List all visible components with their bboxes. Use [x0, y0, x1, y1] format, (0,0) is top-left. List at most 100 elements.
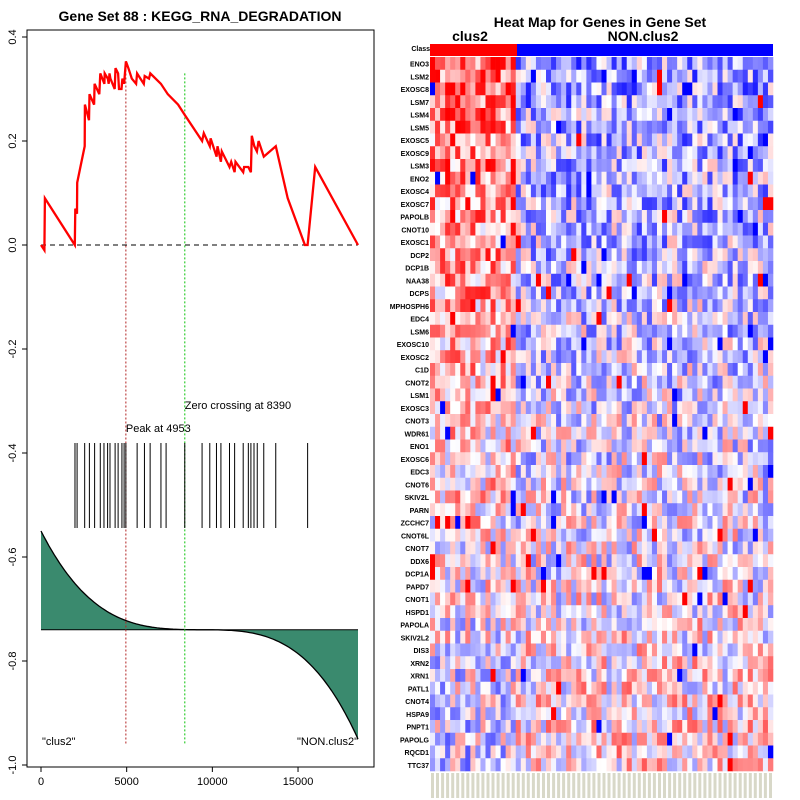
heatmap-cell: [752, 108, 759, 122]
heatmap-cell: [727, 477, 733, 491]
heatmap-cell: [702, 758, 708, 772]
heatmap-cell: [566, 401, 572, 415]
heatmap-cell: [535, 171, 542, 185]
heatmap-cell: [727, 490, 733, 504]
heatmap-cell: [667, 210, 673, 224]
heatmap-cell: [722, 210, 728, 224]
heatmap-cell: [500, 426, 506, 440]
heatmap-cell: [485, 324, 491, 338]
heatmap-cell: [722, 286, 728, 300]
heatmap-cell: [505, 184, 511, 198]
heatmap-cell: [712, 171, 718, 185]
heatmap-cell: [762, 57, 769, 71]
heatmap-cell: [475, 503, 481, 517]
heatmap-cell: [435, 133, 441, 147]
heatmap-cell: [510, 388, 517, 402]
heatmap-cell: [636, 605, 643, 619]
heatmap-cell: [651, 401, 658, 415]
heatmap-cell: [561, 69, 567, 83]
heatmap-cell: [435, 375, 441, 389]
heatmap-cell: [621, 426, 628, 440]
heatmap-cell: [450, 401, 456, 415]
heatmap-cell: [672, 312, 678, 326]
heatmap-cell: [737, 516, 744, 530]
heatmap-cell: [712, 669, 718, 683]
heatmap-cell: [540, 554, 547, 568]
heatmap-cell: [727, 426, 733, 440]
heatmap-cell: [530, 261, 537, 275]
heatmap-cell: [697, 669, 703, 683]
heatmap-cell: [651, 324, 658, 338]
heatmap-cell: [475, 618, 481, 632]
heatmap-cell: [455, 694, 461, 708]
heatmap-cell: [586, 516, 592, 530]
gene-label: LSM1: [410, 393, 429, 400]
heatmap-cell: [606, 528, 612, 542]
heatmap-cell: [475, 758, 481, 772]
heatmap-cell: [515, 82, 522, 96]
heatmap-cell: [435, 388, 441, 402]
heatmap-cell: [495, 312, 501, 326]
heatmap-cell: [641, 312, 648, 326]
heatmap-cell: [712, 375, 718, 389]
heatmap-cell: [510, 184, 517, 198]
heatmap-cell: [546, 388, 552, 402]
heatmap-cell: [440, 452, 446, 466]
heatmap-cell: [601, 299, 607, 313]
heatmap-cell: [460, 261, 466, 275]
heatmap-cell: [515, 681, 522, 695]
heatmap-cell: [430, 643, 436, 657]
heatmap-cell: [556, 120, 562, 134]
heatmap-cell: [455, 414, 461, 428]
heatmap-cell: [430, 57, 436, 71]
heatmap-cell: [697, 171, 703, 185]
heatmap-cell: [530, 120, 537, 134]
heatmap-cell: [752, 57, 759, 71]
heatmap-cell: [535, 681, 542, 695]
heatmap-cell: [722, 235, 728, 249]
heatmap-cell: [656, 261, 663, 275]
heatmap-cell: [556, 248, 562, 262]
heatmap-cell: [656, 618, 663, 632]
heatmap-cell: [445, 57, 451, 71]
heatmap-cell: [510, 248, 517, 262]
heatmap-cell: [737, 414, 744, 428]
heatmap-cell: [616, 694, 622, 708]
heatmap-cell: [510, 516, 517, 530]
heatmap-cell: [450, 108, 456, 122]
heatmap-cell: [445, 159, 451, 173]
heatmap-cell: [515, 694, 522, 708]
heatmap-cell: [611, 82, 617, 96]
heatmap-cell: [540, 656, 547, 670]
heatmap-cell: [621, 95, 628, 109]
heatmap-cell: [641, 95, 648, 109]
heatmap-cell: [566, 707, 572, 721]
heatmap-cell: [591, 465, 597, 479]
heatmap-cell: [500, 350, 506, 364]
heatmap-cell: [586, 758, 592, 772]
heatmap-cell: [601, 375, 607, 389]
heatmap-cell: [571, 477, 577, 491]
heatmap-cell: [682, 745, 688, 759]
heatmap-cell: [470, 108, 476, 122]
heatmap-cell: [586, 388, 592, 402]
heatmap-cell: [581, 707, 587, 721]
heatmap-cell: [702, 414, 708, 428]
heatmap-cell: [677, 248, 683, 262]
gene-label: LSM6: [410, 329, 429, 336]
heatmap-cell: [752, 630, 759, 644]
heatmap-cell: [571, 720, 577, 734]
heatmap-cell: [767, 133, 774, 147]
heatmap-cell: [656, 210, 663, 224]
heatmap-cell: [646, 414, 653, 428]
heatmap-cell: [742, 57, 749, 71]
heatmap-cell: [697, 222, 703, 236]
heatmap-cell: [712, 363, 718, 377]
heatmap-cell: [646, 108, 653, 122]
heatmap-cell: [682, 503, 688, 517]
heatmap-cell: [702, 388, 708, 402]
heatmap-cell: [596, 694, 602, 708]
heatmap-cell: [677, 273, 683, 287]
heatmap-cell: [525, 414, 532, 428]
heatmap-cell: [757, 426, 764, 440]
